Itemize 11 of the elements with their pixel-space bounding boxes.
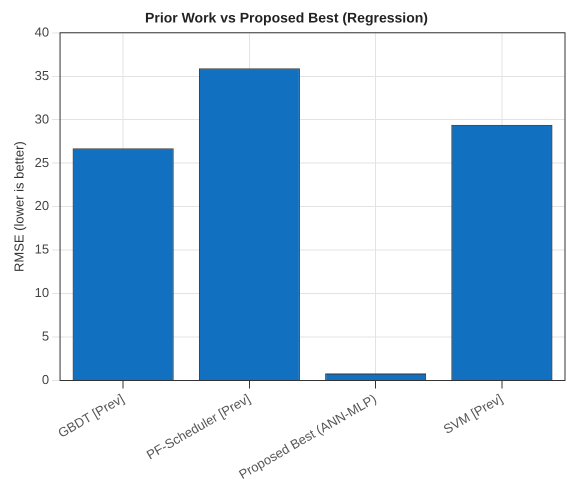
y-tick-label: 30 [34, 111, 50, 126]
y-tick-label: 5 [42, 328, 50, 344]
y-tick-label: 35 [34, 68, 50, 83]
chart-title: Prior Work vs Proposed Best (Regression) [145, 9, 428, 26]
y-tick-label: 10 [34, 285, 50, 300]
y-tick-label: 20 [34, 198, 50, 214]
y-tick-label: 15 [34, 242, 50, 257]
y-axis-title: RMSE (lower is better) [11, 141, 26, 272]
y-tick-label: 25 [34, 154, 50, 170]
y-tick-label: 40 [34, 24, 50, 40]
y-tick-label: 0 [42, 372, 50, 388]
